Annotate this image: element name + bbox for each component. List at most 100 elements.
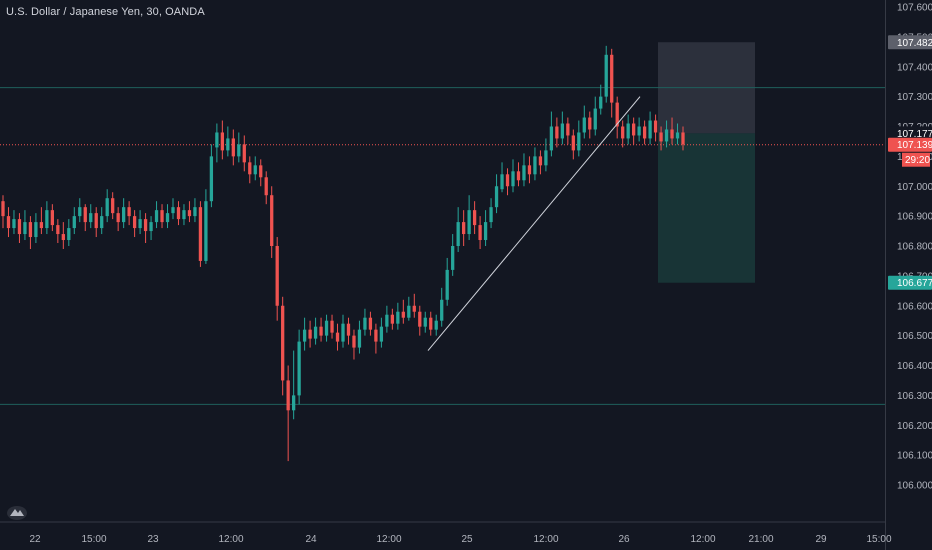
candle-body [610, 54, 614, 103]
time-tick-label: 29 [815, 534, 827, 545]
candle-body [78, 207, 82, 217]
candle-body [368, 317, 373, 330]
candle-body [237, 144, 241, 157]
candle-body [407, 305, 411, 318]
candle-body [538, 156, 543, 166]
candle-body [456, 222, 460, 246]
candle-body [308, 329, 312, 339]
time-tick-label: 15:00 [81, 534, 106, 545]
candle-body [379, 326, 384, 342]
candle-body [681, 132, 685, 145]
candle-body [204, 201, 208, 261]
candle-body [429, 317, 433, 330]
candle-body [604, 54, 608, 97]
candle-body [533, 156, 537, 175]
horizontal-lines[interactable] [0, 87, 885, 405]
time-tick-label: 12:00 [218, 534, 243, 545]
price-tick-label: 107.400 [897, 62, 932, 73]
candle-body [566, 123, 570, 136]
svg-text:107.177: 107.177 [897, 129, 932, 140]
svg-text:107.139: 107.139 [897, 140, 932, 151]
candle-body [198, 207, 203, 261]
time-axis[interactable]: 22 15:00 23 12:00 24 12:00 25 12:00 26 12:00 21:00… [29, 534, 892, 545]
candle-body [160, 210, 164, 223]
price-label-current: 107.139 [888, 137, 932, 152]
candle-body [516, 171, 521, 181]
candle-body [122, 207, 126, 223]
svg-text:106.677: 106.677 [897, 278, 932, 289]
candle-body [653, 120, 658, 133]
price-axis[interactable]: 107.600107.500107.400107.300107.200107.1… [897, 3, 932, 492]
drawings-layer[interactable] [427, 96, 641, 351]
candle-body [440, 299, 444, 321]
candle-body [28, 222, 33, 238]
candle-body [346, 323, 351, 336]
candle-body [23, 222, 27, 235]
time-tick-label: 12:00 [376, 534, 401, 545]
target-zone[interactable] [658, 133, 755, 283]
candle-body [396, 311, 400, 324]
candle-body [670, 129, 674, 139]
candle-body [418, 311, 422, 327]
price-tick-label: 106.100 [897, 451, 932, 462]
candle-body [281, 305, 285, 381]
trendline[interactable] [427, 96, 641, 351]
candle-body [489, 207, 493, 223]
candle-body [505, 174, 510, 187]
candle-body [582, 117, 586, 133]
candle-body [116, 213, 120, 223]
candle-body [357, 329, 362, 348]
candle-body [390, 314, 394, 324]
candle-body [675, 132, 680, 139]
candle-body [286, 380, 290, 411]
candle-body [292, 395, 296, 411]
time-tick-label: 24 [305, 534, 317, 545]
candle-body [555, 126, 559, 139]
candle-body [132, 216, 137, 229]
candle-body [56, 225, 60, 235]
time-tick-label: 15:00 [866, 534, 891, 545]
candle-body [544, 150, 548, 166]
tradingview-logo-icon[interactable] [6, 503, 28, 521]
candle-body [500, 174, 504, 190]
candle-body [220, 132, 224, 151]
price-tick-label: 106.200 [897, 421, 932, 432]
candle-body [571, 135, 575, 151]
candle-body [182, 210, 186, 220]
zones-layer [658, 42, 755, 283]
candle-body [527, 165, 532, 175]
candle-body [549, 126, 554, 151]
candle-body [341, 323, 345, 342]
candle-body [45, 210, 49, 229]
candle-body [176, 207, 181, 220]
time-tick-label: 22 [29, 534, 41, 545]
candle-body [599, 96, 603, 109]
candle-body [6, 216, 11, 229]
candle-body [100, 216, 104, 229]
price-label-stop: 107.482 [888, 35, 932, 50]
candle-body [1, 201, 5, 217]
candle-body [143, 219, 148, 232]
candle-body [138, 219, 142, 229]
candlestick-series [1, 45, 685, 462]
candle-body [423, 317, 427, 327]
candle-body [467, 210, 471, 235]
svg-text:29:20: 29:20 [905, 155, 930, 166]
candle-body [209, 156, 214, 202]
candle-body [89, 213, 93, 223]
candle-body [83, 207, 87, 223]
candle-body [560, 123, 564, 139]
candle-body [511, 171, 515, 187]
price-label-entry: 107.177 [888, 126, 932, 141]
price-tick-label: 106.900 [897, 212, 932, 223]
candle-body [483, 222, 488, 241]
candle-body [445, 269, 449, 300]
candle-body [664, 129, 669, 142]
candle-body [330, 320, 334, 333]
time-tick-label: 23 [147, 534, 159, 545]
time-tick-label: 12:00 [690, 534, 715, 545]
price-tick-label: 106.500 [897, 331, 932, 342]
